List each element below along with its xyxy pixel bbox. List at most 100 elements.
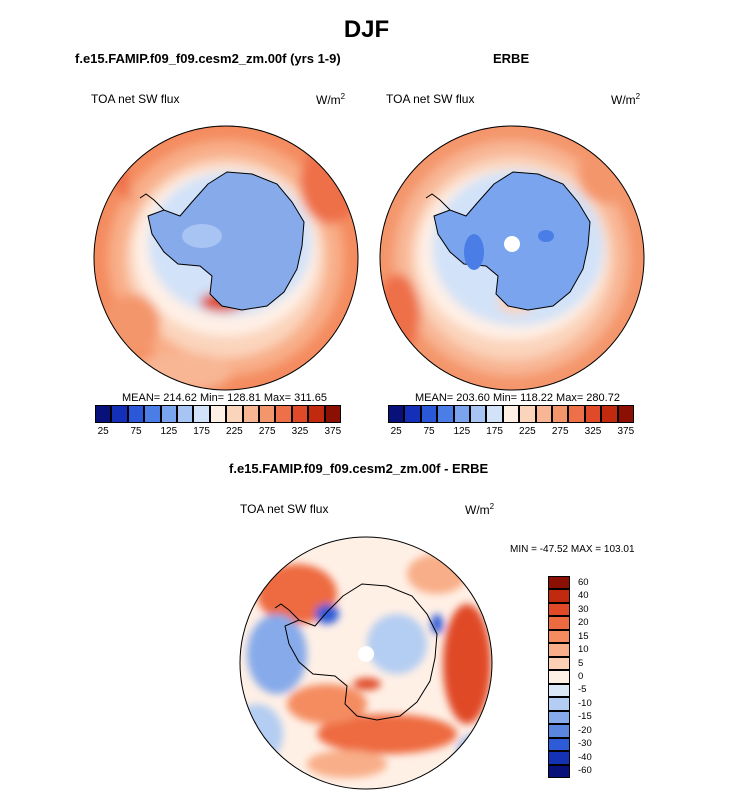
- model-colorbar-tick-label: 125: [160, 426, 178, 437]
- model-colorbar-tick-label: 175: [193, 426, 210, 437]
- obs-colorbar-swatch: [486, 405, 503, 423]
- obs-colorbar-tick-label: 225: [519, 426, 536, 437]
- obs-colorbar-swatch: [552, 405, 569, 423]
- model-colorbar-swatch: [95, 405, 112, 423]
- model-stats: MEAN= 214.62 Min= 128.81 Max= 311.65: [122, 392, 327, 404]
- diff-colorbar-swatch: [548, 589, 570, 603]
- obs-colorbar-swatch: [617, 405, 634, 423]
- diff-colorbar-swatch: [548, 751, 570, 765]
- diff-colorbar-tick-label: -30: [578, 738, 592, 750]
- diff-colorbar-tick-label: 60: [578, 576, 589, 588]
- obs-colorbar-labels: 25 75 125 175 225 275 325 375: [388, 426, 635, 440]
- model-colorbar-swatch: [324, 405, 341, 423]
- diff-colorbar-tick-label: -40: [578, 751, 592, 763]
- model-antarctica-outline: [147, 171, 305, 311]
- model-colorbar-labels: 25 75 125 175 225 275 325 375: [95, 426, 342, 440]
- model-colorbar-tick-label: 325: [291, 426, 309, 437]
- diff-colorbar-swatch: [548, 643, 570, 657]
- obs-colorbar-swatch: [519, 405, 536, 423]
- model-variable-label: TOA net SW flux: [91, 92, 180, 106]
- diff-colorbar-tick-label: 5: [578, 657, 584, 669]
- obs-colorbar-swatch: [453, 405, 470, 423]
- obs-colorbar-tick-label: 75: [423, 426, 435, 437]
- obs-colorbar-swatch: [388, 405, 405, 423]
- diff-colorbar-swatch: [548, 683, 570, 698]
- obs-colorbar-tick-label: 25: [390, 426, 402, 437]
- obs-colorbar-swatch: [568, 405, 585, 423]
- diff-colorbar-tick-label: 10: [578, 644, 589, 656]
- obs-colorbar-swatch: [404, 405, 421, 423]
- model-colorbar-swatch: [160, 405, 177, 423]
- obs-colorbar: [388, 405, 634, 423]
- diff-colorbar-swatch: [548, 616, 570, 630]
- obs-polar-map: [379, 125, 645, 391]
- diff-colorbar-swatch: [548, 656, 570, 671]
- diff-pole-hole: [358, 646, 374, 662]
- diff-colorbar-swatch: [548, 629, 570, 644]
- diff-colorbar-swatch: [548, 602, 570, 617]
- obs-map-border: [379, 125, 645, 391]
- model-units-label: W/m2: [316, 92, 346, 107]
- obs-variable-label: TOA net SW flux: [386, 92, 475, 106]
- model-colorbar: [95, 405, 341, 423]
- obs-colorbar-tick-label: 175: [486, 426, 503, 437]
- diff-colorbar-tick-label: 40: [578, 590, 589, 602]
- model-colorbar-swatch: [127, 405, 145, 423]
- model-colorbar-tick-label: 25: [97, 426, 109, 437]
- diff-colorbar-tick-label: -60: [578, 765, 592, 777]
- diff-colorbar-swatch: [548, 737, 570, 752]
- model-polar-map: [93, 125, 359, 391]
- model-colorbar-swatch: [177, 405, 194, 423]
- diff-panel-title: f.e15.FAMIP.f09_f09.cesm2_zm.00f - ERBE: [229, 461, 489, 476]
- diff-stats: MIN = -47.52 MAX = 103.01: [510, 544, 635, 555]
- diff-colorbar-swatch: [548, 710, 570, 725]
- diff-colorbar-swatch: [548, 670, 570, 684]
- model-map-border: [93, 125, 359, 391]
- obs-colorbar-tick-label: 275: [551, 426, 569, 437]
- obs-colorbar-swatch: [502, 405, 520, 423]
- diff-colorbar-tick-label: 15: [578, 630, 589, 642]
- diff-variable-label: TOA net SW flux: [240, 502, 329, 516]
- model-panel-title: f.e15.FAMIP.f09_f09.cesm2_zm.00f (yrs 1-…: [75, 51, 341, 66]
- diff-colorbar: [548, 576, 570, 778]
- diff-colorbar-swatch: [548, 697, 570, 711]
- model-colorbar-swatch: [193, 405, 210, 423]
- obs-pole-hole: [504, 236, 520, 252]
- diff-polar-map: [239, 536, 493, 790]
- obs-colorbar-swatch: [420, 405, 438, 423]
- model-colorbar-tick-label: 275: [258, 426, 276, 437]
- obs-colorbar-tick-label: 125: [453, 426, 471, 437]
- model-colorbar-swatch: [259, 405, 276, 423]
- diff-units-label: W/m2: [465, 502, 495, 517]
- model-colorbar-swatch: [242, 405, 259, 423]
- model-colorbar-tick-label: 75: [130, 426, 142, 437]
- model-colorbar-swatch: [308, 405, 325, 423]
- diff-colorbar-tick-label: 0: [578, 671, 584, 682]
- diff-colorbar-tick-label: 20: [578, 617, 589, 629]
- diff-colorbar-tick-label: -20: [578, 724, 592, 736]
- obs-colorbar-swatch: [601, 405, 618, 423]
- diff-colorbar-tick-label: -5: [578, 684, 587, 696]
- model-colorbar-tick-label: 375: [324, 426, 342, 437]
- obs-stats: MEAN= 203.60 Min= 118.22 Max= 280.72: [415, 392, 620, 404]
- model-colorbar-swatch: [209, 405, 227, 423]
- model-colorbar-swatch: [111, 405, 128, 423]
- model-colorbar-swatch: [291, 405, 309, 423]
- diff-colorbar-swatch: [548, 576, 570, 590]
- obs-units-label: W/m2: [611, 92, 641, 107]
- obs-colorbar-tick-label: 325: [584, 426, 602, 437]
- figure-title: DJF: [343, 16, 390, 43]
- diff-colorbar-swatch: [548, 764, 570, 778]
- model-colorbar-swatch: [275, 405, 292, 423]
- diff-colorbar-tick-label: -10: [578, 697, 592, 709]
- diff-colorbar-tick-label: 30: [578, 603, 589, 615]
- obs-colorbar-swatch: [535, 405, 552, 423]
- obs-colorbar-tick-label: 375: [617, 426, 635, 437]
- obs-colorbar-swatch: [437, 405, 454, 423]
- obs-colorbar-swatch: [470, 405, 487, 423]
- diff-colorbar-swatch: [548, 724, 570, 738]
- model-colorbar-tick-label: 225: [226, 426, 243, 437]
- diff-antarctica-outline: [284, 583, 438, 721]
- obs-panel-title: ERBE: [493, 51, 530, 66]
- obs-colorbar-swatch: [584, 405, 602, 423]
